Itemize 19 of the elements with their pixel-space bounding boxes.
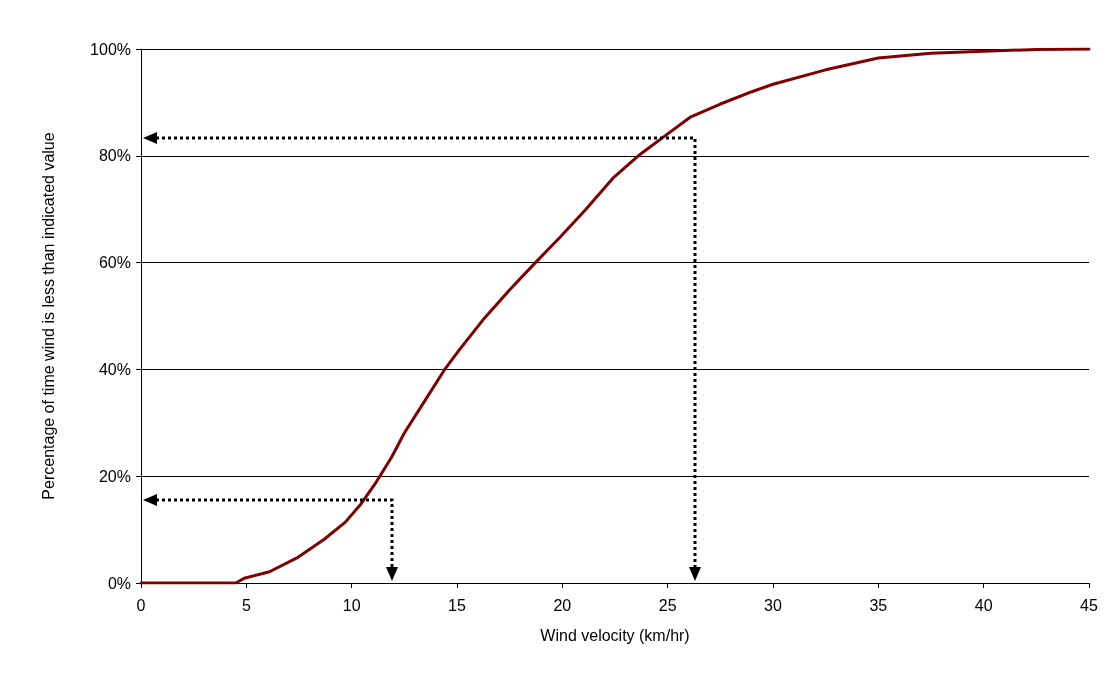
y-tick-label: 40% bbox=[98, 360, 131, 378]
x-tick-label: 40 bbox=[974, 596, 993, 614]
y-tick-label: 60% bbox=[98, 254, 131, 272]
x-tick-label: 35 bbox=[869, 596, 888, 614]
x-tick-label: 45 bbox=[1080, 596, 1098, 614]
x-tick-label: 5 bbox=[241, 596, 251, 614]
x-tick-label: 15 bbox=[448, 596, 466, 614]
y-tick-label: 0% bbox=[107, 574, 131, 592]
line-series bbox=[139, 47, 1091, 585]
y-tick-label: 100% bbox=[90, 40, 131, 58]
x-tick-label: 20 bbox=[553, 596, 572, 614]
y-tick-label: 20% bbox=[98, 467, 131, 485]
x-tick-label: 10 bbox=[342, 596, 361, 614]
x-tick-label: 25 bbox=[658, 596, 677, 614]
x-tick-label: 30 bbox=[764, 596, 782, 614]
y-axis-title: Percentage of time wind is less than indicated value bbox=[39, 132, 57, 500]
y-tick-label: 80% bbox=[98, 147, 131, 165]
x-tick-label: 0 bbox=[136, 596, 146, 614]
x-axis-title: Wind velocity (km/hr) bbox=[540, 626, 690, 644]
